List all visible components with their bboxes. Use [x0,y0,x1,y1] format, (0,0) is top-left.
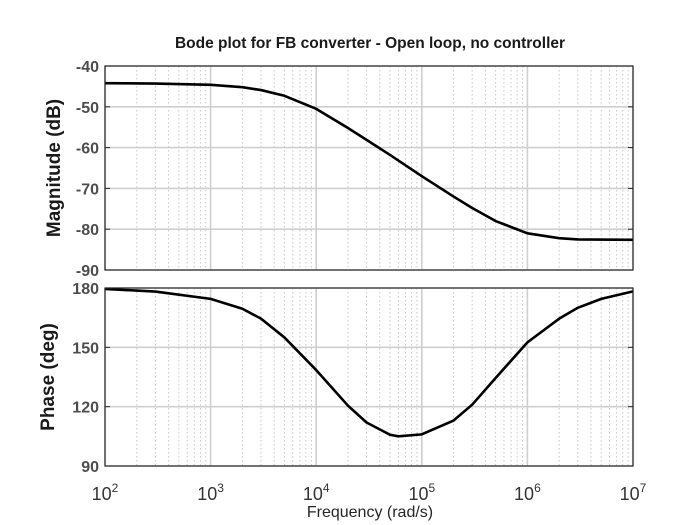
phase-y-ticks: 180 150 120 90 [72,281,633,476]
x-tick-label: 107 [620,481,647,504]
phase-panel: 180 150 120 90 Phase (deg) [38,281,634,476]
magnitude-panel: -40 -50 -60 -70 -80 -90 Magnitude (dB) [44,59,634,280]
y-tick-label: -90 [76,263,99,280]
chart-title: Bode plot for FB converter - Open loop, … [175,35,565,52]
y-tick-label: -60 [76,141,99,158]
y-tick-label: 150 [72,340,99,357]
x-tick-label: 104 [303,481,330,504]
x-tick-label: 102 [92,481,119,504]
magnitude-y-ticks: -40 -50 -60 -70 -80 -90 [76,59,633,280]
y-tick-label: -70 [76,181,99,198]
y-tick-label: -40 [76,59,99,76]
magnitude-y-axis-label: Magnitude (dB) [44,99,65,237]
y-tick-label: -80 [76,222,99,239]
magnitude-axes-box [104,65,634,271]
y-tick-label: -50 [76,100,99,117]
x-axis-label: Frequency (rad/s) [307,504,433,521]
x-tick-label: 106 [514,481,541,504]
y-tick-label: 90 [81,459,99,476]
x-axis-tick-labels: 102 103 104 105 106 107 [92,481,647,504]
magnitude-grid [104,65,634,271]
y-tick-label: 120 [72,400,99,417]
phase-y-axis-label: Phase (deg) [38,323,59,431]
phase-curve [104,287,634,438]
phase-axes-box [104,287,634,467]
x-tick-label: 105 [408,481,435,504]
magnitude-curve [104,81,634,242]
y-tick-label: 180 [72,281,99,298]
phase-grid [104,287,634,467]
x-tick-label: 103 [197,481,224,504]
